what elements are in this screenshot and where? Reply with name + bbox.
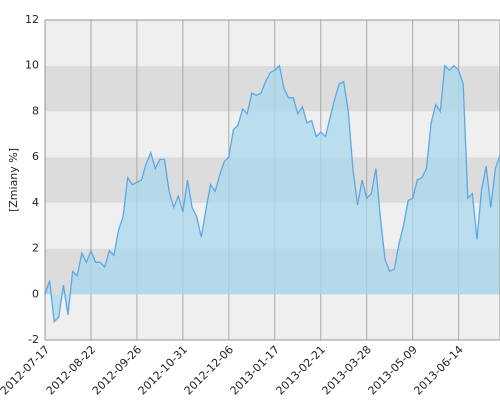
y-tick-label: 10: [25, 59, 39, 72]
line: [44, 64, 500, 324]
y-tick-label: 4: [32, 196, 39, 209]
y-tick-label: 0: [32, 287, 39, 300]
y-tick-label: -2: [28, 333, 39, 346]
y-tick-label: 8: [32, 104, 39, 117]
y-tick-label: 6: [32, 150, 39, 163]
y-tick-label: 12: [25, 13, 39, 26]
band: [45, 20, 500, 66]
y-axis-label: [Zmiany %]: [7, 148, 20, 212]
area-fill: [45, 65, 500, 322]
plot-border: [44, 19, 500, 341]
x-tick-label: 2013-06-14: [411, 343, 465, 397]
band: [45, 294, 500, 340]
y-tick-label: 2: [32, 242, 39, 255]
